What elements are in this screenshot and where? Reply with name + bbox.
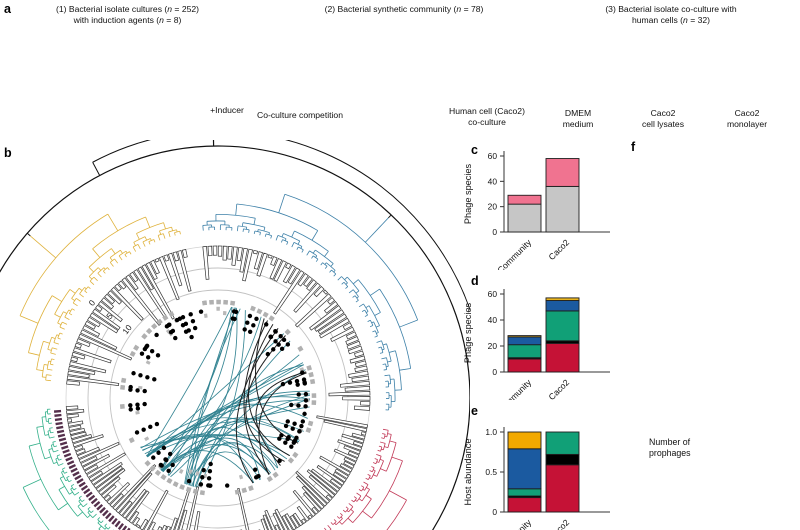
svg-text:40: 40	[488, 315, 498, 325]
panel-label-a: a	[4, 2, 11, 16]
svg-text:Community: Community	[495, 517, 533, 530]
caption-lysates-line1: Caco2	[650, 108, 676, 118]
prophage-legend-title-line2: prophages	[649, 447, 691, 458]
panel-f-dendrogram-heatmap	[620, 138, 800, 530]
panel-b-circular-phylogeny: 05 10	[0, 140, 470, 530]
caption-human-cell: Human cell (Caco2) co-culture	[428, 106, 546, 128]
prophage-legend-title: Number of prophages	[649, 437, 691, 459]
svg-text:Caco2: Caco2	[547, 237, 572, 262]
svg-text:60: 60	[488, 151, 498, 161]
panel-a-title-3-line1: (3) Bacterial isolate co-culture with	[605, 4, 737, 14]
svg-text:Phage species: Phage species	[463, 163, 473, 224]
svg-text:Caco2: Caco2	[547, 517, 572, 530]
caption-lysates: Caco2 cell lysates	[626, 108, 700, 130]
svg-text:40: 40	[488, 176, 498, 186]
prophage-legend-title-line1: Number of	[649, 437, 691, 447]
caption-dmem-line2: medium	[562, 119, 594, 130]
caption-monolayer-line2: monolayer	[726, 119, 768, 130]
svg-text:0.5: 0.5	[485, 467, 497, 477]
panel-label-d: d	[471, 274, 479, 288]
panel-label-f: f	[631, 140, 636, 154]
svg-text:0: 0	[86, 298, 97, 308]
caption-lysates-line2: cell lysates	[641, 119, 685, 130]
caption-monolayer: Caco2 monolayer	[710, 108, 784, 130]
caption-dmem: DMEM medium	[545, 108, 611, 130]
svg-text:0: 0	[492, 227, 497, 237]
panel-label-c: c	[471, 143, 478, 157]
caption-dmem-line1: DMEM	[564, 108, 592, 118]
svg-text:0: 0	[492, 367, 497, 377]
panel-d-stacked-bar-chart: 0 20 40 60 Phage species Community Caco2	[463, 289, 610, 400]
svg-text:Caco2: Caco2	[547, 377, 572, 400]
panel-c-stacked-bar-chart: 0 20 40 60 Phage species Community Caco2	[463, 151, 610, 270]
panel-a-title-1-line2: with induction agents (n = 8)	[73, 15, 182, 26]
svg-text:20: 20	[488, 341, 498, 351]
svg-text:20: 20	[488, 202, 498, 212]
svg-text:Host abundance: Host abundance	[463, 439, 473, 506]
svg-text:Community: Community	[495, 237, 533, 270]
panel-a-title-2-line1: (2) Bacterial synthetic community (n = 7…	[324, 4, 484, 14]
caption-inducer: +Inducer	[210, 105, 244, 115]
svg-text:10: 10	[120, 322, 134, 336]
svg-text:1.0: 1.0	[485, 427, 497, 437]
panel-label-e: e	[471, 404, 478, 418]
panel-a-title-3: (3) Bacterial isolate co-culture with hu…	[562, 4, 780, 26]
svg-text:60: 60	[488, 289, 498, 299]
caption-coculture-competition: Co-culture competition	[257, 110, 343, 120]
caption-monolayer-line1: Caco2	[734, 108, 760, 118]
caption-human-cell-line2: co-culture	[468, 117, 506, 128]
panel-e-stacked-bar-chart: 0 0.5 1.0 Host abundance Community Caco2	[463, 427, 610, 530]
caption-human-cell-line1: Human cell (Caco2)	[449, 106, 525, 116]
panel-a-title-2: (2) Bacterial synthetic community (n = 7…	[298, 4, 510, 15]
panel-label-b: b	[4, 146, 12, 160]
svg-text:Phage species: Phage species	[463, 302, 473, 363]
svg-text:Community: Community	[495, 377, 533, 400]
svg-text:5: 5	[104, 311, 115, 321]
panel-a-title-1: (1) Bacterial isolate cultures (n = 252)…	[25, 4, 230, 26]
panel-a-title-1-line1: (1) Bacterial isolate cultures (n = 252)	[55, 4, 200, 14]
svg-text:0: 0	[492, 507, 497, 517]
panel-a-title-3-line2: human cells (n = 32)	[631, 15, 711, 26]
